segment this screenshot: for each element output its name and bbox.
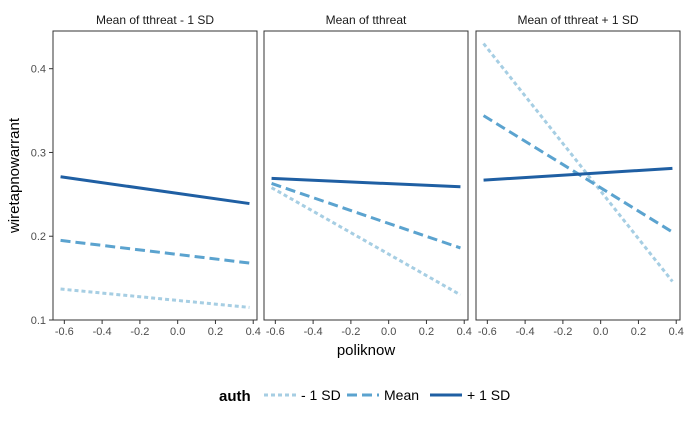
series-line-1-sd bbox=[271, 176, 461, 189]
x-tick-label: 0.2 bbox=[208, 326, 223, 338]
panel-title: Mean of tthreat - 1 SD bbox=[96, 13, 214, 27]
series-line-1-sd bbox=[482, 42, 674, 283]
x-tick-label: 0.4 bbox=[669, 326, 684, 338]
panel-title: Mean of tthreat bbox=[326, 13, 407, 27]
x-tick-label: -0.6 bbox=[55, 326, 74, 338]
panel-2: Mean of tthreat -0.6 -0.4 -0.2 0.0 0.2 0.4 bbox=[263, 8, 472, 338]
x-tick-label: -0.2 bbox=[130, 326, 149, 338]
legend-title: auth bbox=[219, 388, 251, 405]
legend-label: + 1 SD bbox=[467, 387, 510, 403]
y-tick-label: 0.3 bbox=[31, 147, 46, 159]
panel-border bbox=[52, 30, 258, 321]
x-tick-label: 0.4 bbox=[246, 326, 261, 338]
x-tick-label: 0.0 bbox=[170, 326, 185, 338]
panel-border bbox=[263, 30, 469, 321]
x-axis-title: poliknow bbox=[337, 342, 396, 359]
series-line-1-sd bbox=[270, 186, 462, 297]
x-tick-label: -0.4 bbox=[516, 326, 535, 338]
y-axis-title: wiretapnowarrant bbox=[6, 117, 23, 234]
x-tick-label: 0.0 bbox=[381, 326, 396, 338]
panel-strip bbox=[53, 8, 257, 31]
panel-strip bbox=[476, 8, 680, 31]
panel-strip bbox=[264, 8, 468, 31]
legend-label: Mean bbox=[384, 387, 419, 403]
panel-1: Mean of tthreat - 1 SD -0.6 -0.4 -0.2 0.0 0.2… bbox=[52, 8, 261, 338]
y-tick-label: 0.2 bbox=[31, 231, 46, 243]
chart-panels: Mean of tthreat - 1 SD -0.6 -0.4 -0.2 0.0 0.2… bbox=[52, 8, 684, 338]
panel-3: Mean of tthreat + 1 SD -0.6 -0.4 -0.2 0.0 0.2… bbox=[475, 8, 684, 338]
x-tick-label: -0.6 bbox=[478, 326, 497, 338]
series-line-mean bbox=[271, 182, 461, 250]
x-tick-label: 0.4 bbox=[457, 326, 472, 338]
x-tick-label: -0.2 bbox=[553, 326, 572, 338]
legend: auth - 1 SD Mean + 1 SD bbox=[219, 387, 510, 405]
x-tick-label: 0.0 bbox=[593, 326, 608, 338]
x-tick-label: -0.6 bbox=[266, 326, 285, 338]
x-tick-label: 0.2 bbox=[631, 326, 646, 338]
x-tick-label: -0.4 bbox=[93, 326, 112, 338]
x-tick-label: 0.2 bbox=[419, 326, 434, 338]
series-line-1-sd bbox=[60, 175, 250, 206]
x-tick-label: -0.4 bbox=[304, 326, 323, 338]
series-line-mean bbox=[60, 238, 250, 265]
series-line-1-sd bbox=[60, 287, 250, 309]
series-line-1-sd bbox=[483, 166, 673, 182]
x-tick-label: -0.2 bbox=[341, 326, 360, 338]
y-axis: 0.1 0.2 0.3 0.4 bbox=[31, 64, 53, 327]
panel-border bbox=[475, 30, 681, 321]
panel-title: Mean of tthreat + 1 SD bbox=[517, 13, 638, 27]
y-tick-label: 0.4 bbox=[31, 64, 46, 76]
legend-label: - 1 SD bbox=[301, 387, 341, 403]
y-tick-label: 0.1 bbox=[31, 315, 46, 327]
